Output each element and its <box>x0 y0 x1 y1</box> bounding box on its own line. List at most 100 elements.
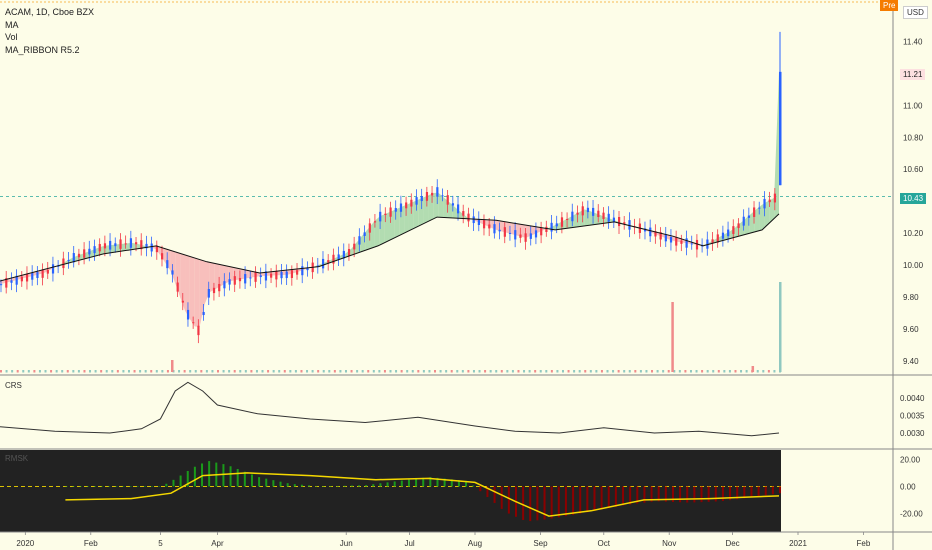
volume-bar <box>283 370 286 373</box>
candle-body <box>160 253 164 260</box>
volume-bar <box>278 370 281 373</box>
candle-body <box>457 204 460 214</box>
volume-bar <box>461 370 464 373</box>
x-tick-label: 2020 <box>16 539 34 548</box>
candle-body <box>197 325 200 336</box>
rmsk-histogram-bar <box>686 486 689 503</box>
candle-body <box>472 216 475 224</box>
rmsk-histogram-bar <box>736 486 739 500</box>
candle-body <box>659 232 662 240</box>
candle-body <box>763 198 766 209</box>
candle-body <box>327 260 330 263</box>
rmsk-histogram-bar <box>443 478 446 487</box>
volume-bar <box>450 370 453 373</box>
volume-bar <box>701 370 704 373</box>
volume-bar <box>83 370 86 373</box>
candle-body <box>685 238 688 248</box>
ma-line <box>0 213 780 282</box>
rmsk-histogram-bar <box>572 486 575 515</box>
indicator-ma-label[interactable]: MA <box>5 19 19 30</box>
rmsk-histogram-bar <box>372 484 375 487</box>
candle-body <box>612 217 616 222</box>
volume-bar <box>506 370 509 373</box>
candle-body <box>249 277 252 279</box>
volume-bar <box>139 370 142 373</box>
rmsk-histogram-bar <box>679 486 682 503</box>
ribbon-segment <box>574 212 580 228</box>
volume-bar <box>556 370 559 373</box>
rmsk-histogram-bar <box>550 486 553 519</box>
candle-body <box>88 248 91 255</box>
ribbon-segment <box>170 250 176 284</box>
candle-body <box>721 232 725 239</box>
crs-tick-label: 0.0030 <box>900 429 925 438</box>
candle-body <box>20 276 23 282</box>
candle-body <box>768 199 771 203</box>
volume-bar <box>306 370 309 373</box>
candle-body <box>25 273 29 282</box>
volume-bar <box>767 370 770 373</box>
symbol-title: ACAM, 1D, Cboe BZX <box>5 7 95 17</box>
volume-bar <box>144 370 147 373</box>
candle-body <box>207 289 210 298</box>
candle-body <box>675 237 678 246</box>
rmsk-pane-label[interactable]: RMSK <box>5 454 29 463</box>
x-tick-label: Feb <box>857 539 871 548</box>
volume-bar <box>50 370 53 373</box>
indicator-vol-label[interactable]: Vol <box>5 32 18 42</box>
rmsk-histogram-bar <box>607 486 610 509</box>
currency-button[interactable]: USD <box>903 6 928 19</box>
volume-bar <box>651 370 654 373</box>
rmsk-histogram-bar <box>779 486 781 494</box>
volume-bar <box>11 370 14 373</box>
indicator-ribbon-label[interactable]: MA_RIBBON R5.2 <box>5 44 80 55</box>
candle-body <box>135 242 138 245</box>
candle-body <box>711 239 714 244</box>
volume-bar <box>367 370 370 373</box>
volume-bar <box>717 370 720 373</box>
rmsk-histogram-bar <box>614 486 617 507</box>
candle-body <box>10 280 13 283</box>
rmsk-histogram-bar <box>336 485 339 487</box>
volume-bar <box>612 370 615 373</box>
candle-body <box>607 213 610 222</box>
candle-body <box>368 223 371 233</box>
candle-body <box>581 206 584 216</box>
crs-pane-label[interactable]: CRS <box>5 381 22 390</box>
candle-body <box>31 272 34 280</box>
candle-body <box>566 218 569 220</box>
volume-bar <box>517 370 520 373</box>
volume-bar <box>233 370 236 373</box>
ribbon-segment <box>379 214 385 245</box>
candle-body <box>41 269 44 278</box>
ribbon-segment <box>447 201 453 218</box>
volume-bar <box>250 370 253 373</box>
ribbon-segment <box>452 205 458 219</box>
volume-bar <box>511 370 514 373</box>
volume-bar <box>189 370 192 373</box>
candle-body <box>753 207 756 217</box>
candle-body <box>306 267 309 271</box>
candle-body <box>597 210 600 218</box>
candle-body <box>467 213 470 222</box>
rmsk-histogram-bar <box>522 486 525 520</box>
volume-bar <box>456 370 459 373</box>
ribbon-segment <box>223 265 229 285</box>
candle-body <box>415 197 418 205</box>
candle-body <box>727 229 730 237</box>
candle-body <box>363 232 366 236</box>
volume-bar <box>434 370 437 373</box>
rmsk-histogram-bar <box>293 484 296 487</box>
candle-body <box>545 226 548 232</box>
volume-bar <box>77 370 80 373</box>
candle-body <box>534 230 538 238</box>
price-tick-label: 9.80 <box>903 293 919 302</box>
candle-body <box>623 222 626 225</box>
candle-body <box>482 220 486 229</box>
candle-body <box>758 207 761 209</box>
rmsk-histogram-bar <box>86 486 89 487</box>
candle-body <box>524 233 527 242</box>
candle-body <box>15 275 18 285</box>
ribbon-segment <box>228 266 234 282</box>
